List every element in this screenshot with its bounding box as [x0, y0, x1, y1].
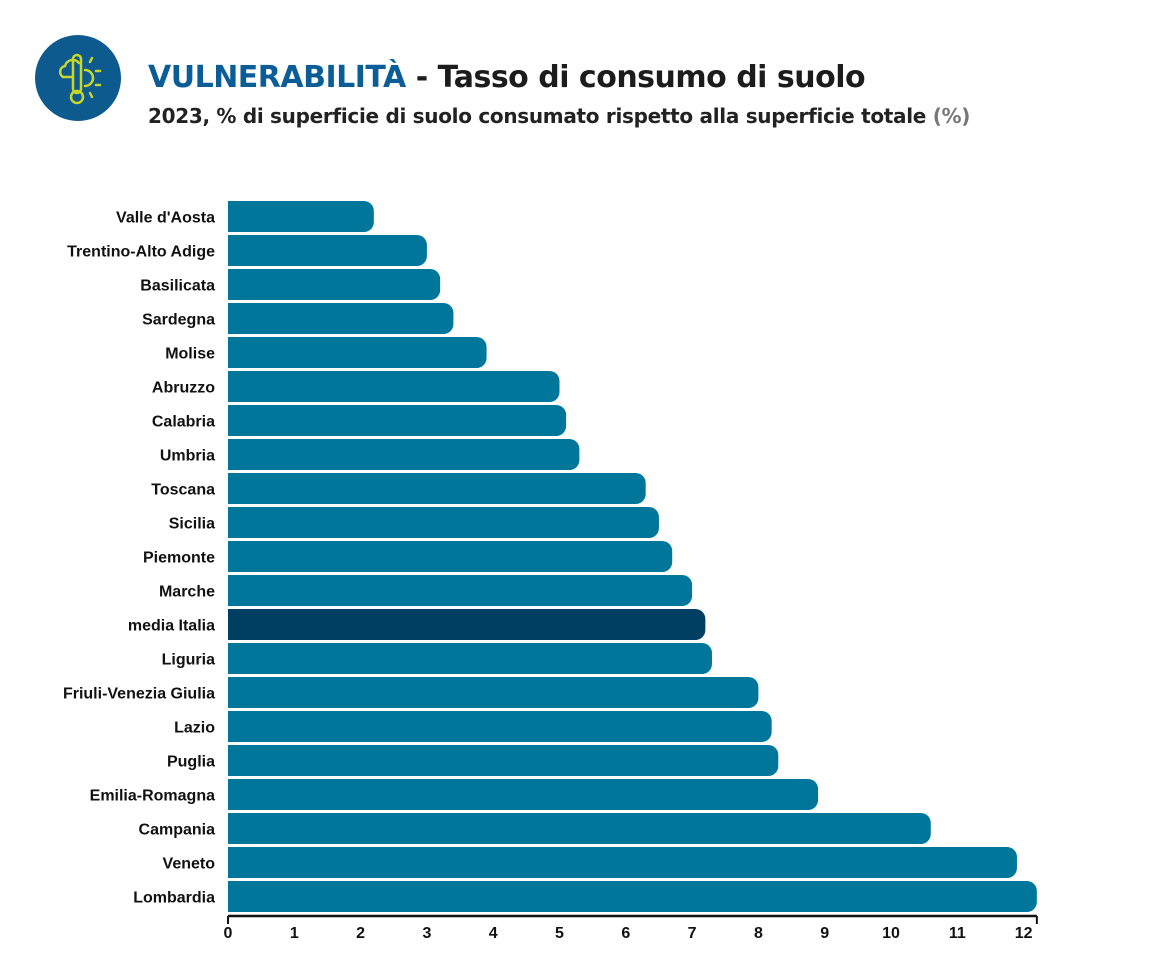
x-tick-label: 11 — [949, 925, 966, 942]
bar — [228, 337, 487, 368]
category-label: Trentino-Alto Adige — [67, 244, 215, 261]
x-tick-label: 9 — [820, 925, 829, 942]
bar — [228, 473, 646, 504]
bar — [227, 201, 374, 232]
category-label: Sardegna — [142, 312, 215, 329]
bar — [228, 847, 1017, 878]
bar — [228, 269, 441, 300]
bar — [228, 643, 712, 674]
x-tick-label: 0 — [224, 925, 233, 942]
bar — [228, 371, 560, 402]
x-tick-label: 7 — [688, 925, 697, 942]
bar — [228, 881, 1037, 912]
bar — [228, 609, 706, 640]
x-tick-label: 1 — [290, 925, 299, 942]
category-label: Liguria — [162, 652, 215, 669]
bar — [228, 677, 759, 708]
chart-title: VULNERABILITÀ - Tasso di consumo di suol… — [148, 60, 866, 95]
bar — [228, 745, 779, 776]
category-label: Campania — [139, 822, 216, 839]
category-label: Basilicata — [140, 278, 215, 295]
subtitle-text: 2023, % di superficie di suolo consumato… — [148, 104, 933, 128]
climate-thermometer-icon — [58, 53, 102, 105]
subtitle-unit: (%) — [932, 104, 971, 128]
bar — [228, 813, 931, 844]
category-label: Sicilia — [169, 516, 215, 533]
bar — [228, 779, 819, 810]
bar — [228, 711, 772, 742]
bar — [228, 235, 427, 266]
category-label: media Italia — [128, 618, 215, 635]
x-tick-label: 3 — [422, 925, 431, 942]
bar — [228, 507, 659, 538]
category-label: Valle d'Aosta — [116, 210, 215, 227]
category-label: Abruzzo — [152, 380, 215, 397]
category-label: Lazio — [174, 720, 215, 737]
logo — [35, 35, 121, 121]
x-tick-label: 2 — [356, 925, 365, 942]
category-label: Veneto — [163, 856, 216, 873]
category-label: Umbria — [160, 448, 215, 465]
category-label: Toscana — [151, 482, 215, 499]
category-label: Piemonte — [143, 550, 215, 567]
title-keyword: VULNERABILITÀ — [148, 60, 406, 95]
category-label: Marche — [159, 584, 215, 601]
x-tick-label: 12 — [1015, 925, 1033, 942]
bar — [228, 405, 567, 436]
title-rest: - Tasso di consumo di suolo — [405, 60, 866, 95]
x-tick-label: 5 — [555, 925, 564, 942]
x-tick-label: 8 — [754, 925, 763, 942]
bar — [228, 439, 580, 470]
x-tick-label: 10 — [882, 925, 900, 942]
bar — [227, 575, 693, 606]
chart-subtitle: 2023, % di superficie di suolo consumato… — [148, 104, 970, 128]
category-label: Puglia — [167, 754, 215, 771]
category-label: Calabria — [152, 414, 215, 431]
category-label: Lombardia — [133, 890, 215, 907]
bar — [227, 541, 673, 572]
x-tick-label: 6 — [621, 925, 630, 942]
category-label: Emilia-Romagna — [90, 788, 215, 805]
category-label: Molise — [165, 346, 215, 363]
bar — [227, 303, 454, 334]
category-label: Friuli-Venezia Giulia — [63, 686, 215, 703]
x-tick-label: 4 — [489, 925, 498, 942]
